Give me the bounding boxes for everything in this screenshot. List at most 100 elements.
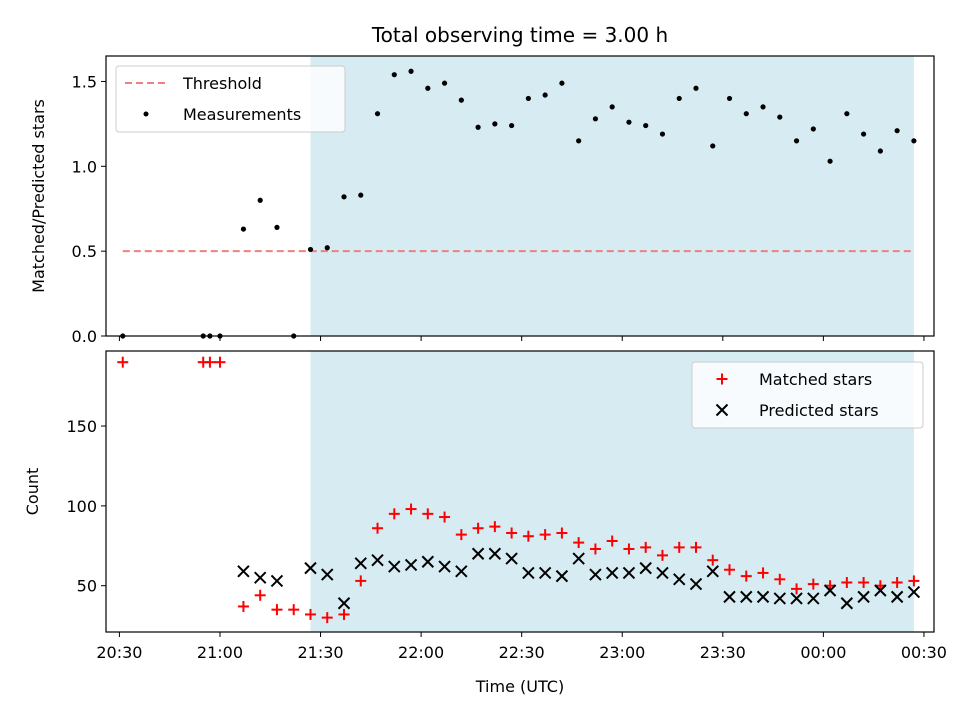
predicted-star-point-b — [656, 566, 669, 580]
matched-star-point — [271, 604, 283, 616]
matched-star-point — [372, 522, 384, 534]
predicted-star-point-b — [270, 574, 284, 588]
predicted-star-point — [589, 568, 602, 581]
matched-star-point — [858, 577, 870, 589]
predicted-star-point-b — [438, 560, 451, 573]
matched-star-point — [539, 529, 551, 541]
measurement-point — [810, 126, 816, 132]
top-axes-frame — [105, 55, 935, 337]
predicted-star-point — [723, 590, 736, 604]
matched-star-point — [204, 356, 216, 368]
matched-star-point — [774, 573, 786, 585]
x-tick-label: 00:00 — [800, 643, 846, 662]
matched-star-point — [690, 541, 702, 553]
matched-star-point — [640, 541, 652, 553]
predicted-star-point-b — [907, 585, 921, 599]
measurement-point — [307, 246, 314, 253]
top-panel: 0.0 0.5 1.0 1.5 Matched/Predicted stars Thr… — [29, 55, 935, 346]
matched-stars-legend-swatch — [716, 373, 728, 385]
predicted-star-point-b — [371, 553, 384, 567]
matched-star-point — [288, 604, 300, 616]
matched-star-point — [757, 567, 769, 579]
matched-star-point — [405, 503, 417, 515]
threshold-legend-label: Threshold — [182, 74, 262, 93]
measurement-point — [358, 192, 364, 198]
measurement-point — [525, 95, 531, 102]
predicted-star-point — [622, 566, 636, 580]
predicted-star-point-b — [857, 590, 870, 604]
x-tick-label: 21:00 — [197, 643, 243, 662]
predicted-star-point-b — [522, 566, 535, 580]
predicted-star-point — [673, 573, 686, 586]
measurement-point — [592, 116, 599, 122]
predicted-star-point-b — [304, 561, 317, 575]
predicted-star-point — [488, 547, 502, 560]
predicted-star-point-b — [756, 590, 770, 604]
top-y-tick-label: 1.5 — [72, 72, 97, 91]
measurement-point — [643, 122, 649, 129]
matched-star-point — [506, 527, 518, 539]
matched-star-point — [707, 554, 719, 566]
measurement-point — [609, 104, 615, 110]
predicted-star-point-b — [388, 560, 401, 573]
predicted-star-point-b — [874, 584, 887, 597]
measurements-legend-label: Measurements — [183, 105, 301, 124]
measurement-point — [559, 80, 565, 86]
measurement-point — [324, 245, 330, 251]
measurement-point — [391, 72, 397, 78]
predicted-star-point — [505, 552, 518, 565]
measurement-point — [240, 226, 247, 232]
bottom-legend: Matched stars Predicted stars — [691, 361, 924, 429]
matched-star-point — [673, 541, 685, 553]
bottom-y-axis-label: Count — [23, 468, 42, 516]
top-y-axis-label: Matched/Predicted stars — [29, 99, 48, 293]
matched-star-point — [623, 543, 635, 555]
predicted-star-point-b — [253, 571, 267, 584]
predicted-star-point-b — [505, 552, 518, 565]
predicted-star-point-b — [890, 590, 904, 604]
measurement-point — [693, 85, 699, 91]
predicted-star-point-b — [455, 565, 468, 578]
predicted-star-point — [388, 560, 401, 573]
top-y-tick-label: 0.5 — [72, 242, 97, 261]
matched-star-point — [891, 577, 903, 589]
x-tick-label: 23:30 — [700, 643, 746, 662]
matched-star-point — [724, 564, 736, 576]
measurement-point — [827, 158, 833, 164]
bottom-marks — [117, 356, 921, 624]
predicted-star-point-b — [840, 597, 854, 610]
measurement-point — [408, 68, 414, 74]
predicted-star-point — [455, 565, 468, 578]
matched-star-point — [455, 529, 467, 541]
predicted-star-point — [522, 566, 535, 580]
legend-x-mark — [715, 403, 729, 417]
predicted-star-point — [840, 597, 854, 610]
predicted-star-point — [572, 552, 585, 565]
predicted-star-point-b — [807, 592, 820, 605]
measurement-point — [743, 111, 749, 117]
matched-star-point — [656, 549, 668, 561]
predicted-star-point-b — [354, 557, 367, 570]
measurement-point — [341, 194, 347, 200]
top-y-tick-label: 0.0 — [72, 327, 97, 346]
predicted-star-point-b — [823, 584, 837, 597]
top-legend-box — [115, 65, 346, 133]
predicted-star-point — [773, 592, 787, 605]
measurement-point — [726, 95, 733, 102]
predicted-star-point-b — [790, 592, 803, 605]
measurement-point — [576, 138, 582, 144]
predicted-star-point — [807, 592, 820, 605]
predicted-star-point — [907, 585, 921, 599]
predicted-star-point-b — [471, 547, 485, 560]
measurement-point — [492, 121, 498, 127]
predicted-star-point — [740, 590, 753, 604]
matched-star-point — [807, 578, 819, 590]
predicted-star-point — [438, 560, 451, 573]
predicted-star-point-b — [706, 565, 719, 578]
bottom-y-tick-label: 100 — [66, 497, 97, 516]
matched-star-point — [841, 577, 853, 589]
measurement-point — [542, 92, 548, 98]
matched-stars-legend-label: Matched stars — [759, 370, 872, 389]
matched-star-point — [237, 600, 249, 612]
